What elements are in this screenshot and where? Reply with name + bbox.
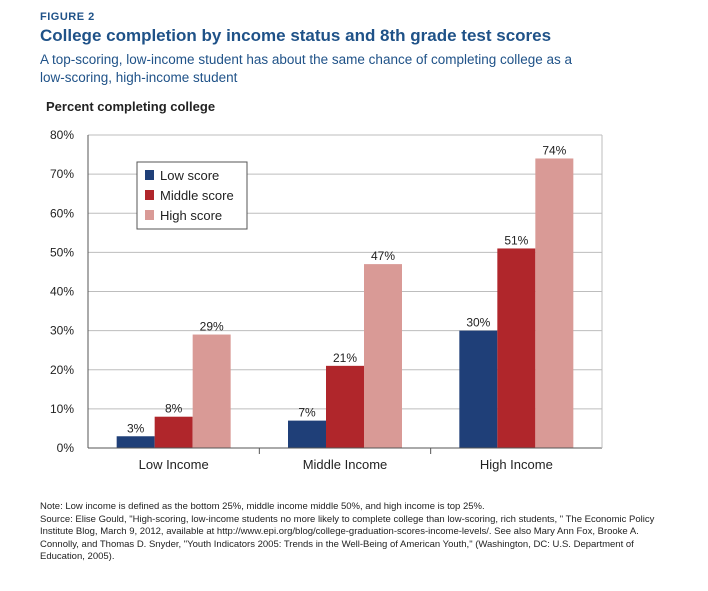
- y-tick-label: 20%: [50, 363, 74, 377]
- legend-label: Low score: [160, 168, 219, 183]
- bar: [364, 264, 402, 448]
- bar: [459, 330, 498, 448]
- bar: [535, 158, 574, 448]
- chart-title: College completion by income status and …: [40, 26, 552, 45]
- bar: [497, 248, 536, 448]
- bar: [326, 365, 364, 448]
- legend-swatch: [145, 190, 154, 200]
- source-text: Source: Elise Gould, "High-scoring, low-…: [40, 513, 655, 563]
- y-tick-label: 80%: [50, 128, 74, 142]
- legend-label: High score: [160, 208, 222, 223]
- legend-swatch: [145, 170, 154, 180]
- chart-subtitle: A top-scoring, low-income student has ab…: [40, 52, 573, 85]
- y-tick-label: 0%: [57, 441, 75, 455]
- data-label: 74%: [542, 143, 566, 157]
- data-label: 7%: [298, 406, 316, 420]
- figure-label: FIGURE 2: [40, 11, 95, 23]
- y-tick-label: 60%: [50, 206, 74, 220]
- bar: [192, 334, 231, 448]
- y-tick-label: 30%: [50, 324, 74, 338]
- y-tick-label: 10%: [50, 402, 74, 416]
- y-axis-label: Percent completing college: [46, 99, 216, 114]
- bar: [116, 436, 155, 448]
- x-tick-label: Middle Income: [303, 457, 388, 472]
- note-text: Note: Low income is defined as the botto…: [40, 501, 485, 512]
- legend-box: [136, 161, 248, 230]
- data-label: 51%: [504, 233, 528, 247]
- notes: Note: Low income is defined as the botto…: [40, 501, 670, 564]
- x-tick-label: Low Income: [139, 457, 209, 472]
- data-label: 3%: [127, 421, 145, 435]
- y-tick-label: 50%: [50, 245, 74, 259]
- bar-chart: 0% 10% 20% 30% 40% 50% 60% 70% 80% 3% 8% 29% Low Inc…: [50, 128, 603, 472]
- data-label: 47%: [371, 249, 395, 263]
- data-label: 30%: [466, 316, 490, 330]
- legend-swatch: [145, 210, 154, 220]
- bar: [288, 420, 326, 448]
- y-tick-label: 70%: [50, 167, 74, 181]
- data-label: 8%: [165, 402, 183, 416]
- y-tick-label: 40%: [50, 285, 74, 299]
- bar: [154, 416, 193, 448]
- legend-label: Middle score: [160, 188, 234, 203]
- x-tick-label: High Income: [480, 457, 553, 472]
- data-label: 21%: [333, 351, 357, 365]
- data-label: 29%: [200, 320, 224, 334]
